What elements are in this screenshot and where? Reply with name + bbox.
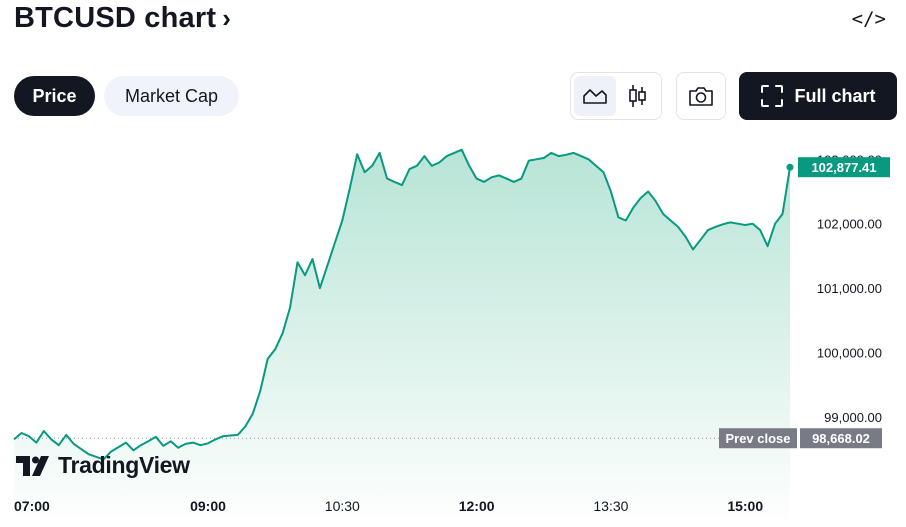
y-tick-label: 100,000.00 [817,345,882,360]
y-tick-label: 99,000.00 [824,410,882,425]
candlestick-button[interactable] [616,76,658,116]
y-axis: 103,000.00102,000.00101,000.00100,000.00… [817,152,882,425]
x-tick-label: 07:00 [14,498,50,514]
fullscreen-icon [761,85,784,107]
prev-close-label: Prev close [725,431,790,446]
x-tick-label: 15:00 [727,498,763,514]
prev-close-label-bg [719,428,797,449]
area-chart-button[interactable] [574,76,616,116]
price-chart[interactable]: 103,000.00102,000.00101,000.00100,000.00… [0,130,906,527]
title-text: BTCUSD chart [14,2,217,34]
full-chart-button[interactable]: Full chart [739,72,897,120]
tab-market-cap[interactable]: Market Cap [104,76,239,116]
x-tick-label: 13:30 [593,498,628,514]
tab-price[interactable]: Price [14,76,95,116]
last-price-dot [786,163,794,171]
tradingview-logo-text: TradingView [58,452,190,478]
area-chart-icon [583,89,607,104]
last-price-bg [798,157,890,178]
chevron-right-icon: › [222,3,232,33]
camera-icon [689,87,713,106]
tradingview-logo-icon [16,455,49,476]
page-title[interactable]: BTCUSD chart › [14,2,231,35]
y-tick-label: 102,000.00 [817,217,882,232]
x-tick-label: 10:30 [325,498,360,514]
last-price-badge: 102,877.41 [798,157,890,178]
code-icon[interactable]: </> [851,8,886,30]
last-price-value: 102,877.41 [811,160,876,175]
tradingview-logo[interactable]: TradingView [16,452,190,479]
x-axis: 07:00 09:00 10:30 12:00 13:30 15:00 [14,498,763,514]
area-fill [14,149,790,527]
prev-close-badge: Prev close 98,668.02 [719,428,882,449]
full-chart-label: Full chart [794,85,876,106]
candlestick-icon [629,85,646,107]
chart-style-switcher [570,72,662,120]
x-tick-label: 12:00 [459,498,495,514]
prev-close-value: 98,668.02 [812,431,870,446]
screenshot-button[interactable] [676,72,726,120]
price-line [13,148,791,461]
x-tick-label: 09:00 [190,498,226,514]
prev-close-value-bg [800,428,882,449]
y-tick-label: 101,000.00 [817,281,882,296]
